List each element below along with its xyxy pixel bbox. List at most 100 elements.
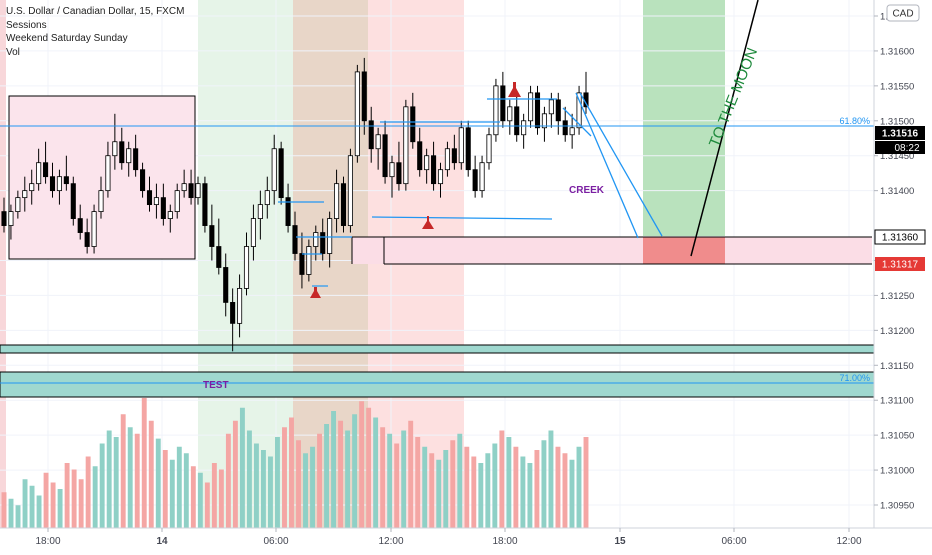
volume-bar [246,430,252,528]
currency-button[interactable] [886,4,920,22]
candle-bear [555,99,561,122]
volume-bar [190,466,196,528]
candle-bull [174,190,180,212]
volume-bar [232,420,238,528]
candle-bull [56,176,62,192]
candle-bull [264,190,270,206]
chart-legend: U.S. Dollar / Canadian Dollar, 15, FXCM … [6,5,184,59]
demand-zone [352,237,872,264]
y-tick-label: 1.31450 [880,151,914,162]
candle-bear [500,85,506,122]
last-price-tag [875,126,925,140]
volume-bar [268,456,273,528]
volume-bar [401,430,407,528]
y-tick-label: 1.31050 [880,431,914,442]
volume-bar [134,433,140,528]
y-tick-label: 1.31250 [880,291,914,302]
candle-bear [451,148,457,164]
channel-line [575,92,639,239]
candle-bull [507,106,513,122]
x-tick-label: 12:00 [378,536,403,547]
y-tick-label: 1.31200 [880,326,914,337]
demand-zone-highlight [643,237,725,264]
candle-bull [347,155,353,226]
level-2-label: 1.31317 [882,260,919,271]
candle-bull [403,106,409,185]
candle-bull [354,71,360,157]
session-bg [0,0,6,528]
candle-bear [361,71,367,122]
indicator-sessions[interactable]: Sessions [6,19,47,31]
flask-icon [508,82,521,97]
volume-bar [85,456,91,528]
candle-bear [472,169,478,192]
volume-bar [169,459,175,528]
indicator-vol[interactable]: Vol [6,46,20,58]
x-tick-label: 18:00 [492,536,517,547]
candle-bear [49,176,56,192]
volume-bars [1,398,589,528]
volume-bar [450,440,456,528]
candle-bull [306,246,312,275]
candle-bull [424,155,430,171]
volume-bar [534,450,540,528]
candle-bull [528,92,534,122]
volume-bar [1,492,7,528]
candle-bull [181,183,187,192]
last-price-label: 1.31516 [882,129,919,140]
volume-bar [576,446,582,528]
volume-bar [141,398,147,528]
candle-bear [209,225,215,247]
y-tick-label: 1.31000 [880,466,914,477]
volume-bar [387,433,393,528]
drawings [0,0,874,384]
countdown-label: 08:22 [894,143,919,154]
candle-bull [29,183,35,192]
price-tags: 1.31516 08:22 1.31360 1.31317 CAD [874,4,926,271]
volume-bar [176,446,182,528]
candle-bull [444,148,450,171]
y-tick-label: 1.31550 [880,81,914,92]
candle-bear [285,197,291,226]
candle-bear [216,246,222,268]
symbol-title[interactable]: U.S. Dollar / Canadian Dollar, 15, FXCM [6,6,185,17]
candles [1,57,589,352]
candle-bull [22,190,28,199]
y-tick-label: 1.31600 [880,46,914,57]
volume-bar [36,495,42,528]
volume-bar [478,463,484,528]
x-axis[interactable]: 18:00 14 06:00 12:00 18:00 15 06:00 12:00 [35,528,862,547]
volume-bar [506,437,512,528]
volume-bar [155,438,161,528]
volume-bar [239,407,245,528]
volume-bar [345,430,351,528]
volume-bar [352,414,358,528]
candle-bull [112,141,118,157]
level-1-label: 1.31360 [882,233,919,244]
volume-bar [569,459,575,528]
candle-bull [548,99,554,115]
volume-bar [204,482,210,528]
candle-bull [8,211,14,226]
candle-bear [70,183,76,219]
projection-bg [643,0,725,236]
candle-bull [91,211,97,247]
volume-bar [380,427,386,528]
volume-bar [218,469,224,528]
candle-bull [250,218,256,247]
y-tick-label: 1.31500 [880,116,914,127]
candle-bear [299,253,305,275]
candle-bear [63,176,69,185]
candle-bear [84,232,90,247]
level-line [371,216,553,220]
volume-bar [148,420,154,528]
volume-bar [583,437,589,528]
candle-bear [188,183,194,199]
candle-bear [534,92,541,129]
volume-bar [183,453,189,528]
volume-bar [359,401,365,528]
candle-bull [271,148,277,192]
indicator-weekend[interactable]: Weekend Saturday Sunday [6,33,128,44]
